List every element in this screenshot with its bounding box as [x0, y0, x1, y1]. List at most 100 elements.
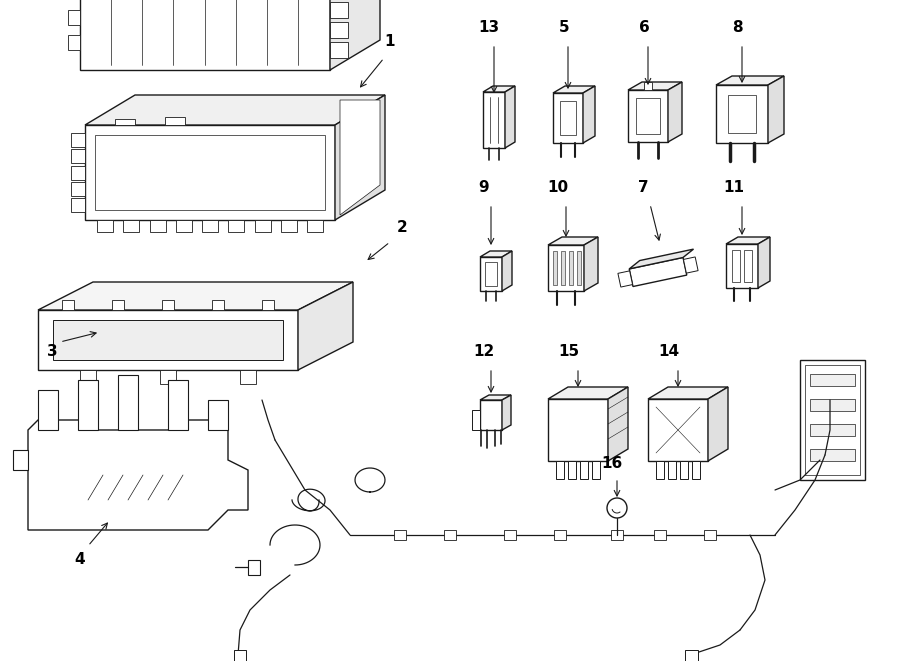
Polygon shape	[71, 182, 85, 196]
Polygon shape	[281, 220, 297, 232]
Polygon shape	[668, 461, 676, 479]
Polygon shape	[262, 300, 274, 310]
Polygon shape	[680, 461, 688, 479]
Polygon shape	[628, 90, 668, 142]
Polygon shape	[80, 370, 96, 384]
Polygon shape	[68, 35, 80, 50]
Text: 1: 1	[385, 34, 395, 50]
Polygon shape	[208, 400, 228, 430]
Polygon shape	[71, 149, 85, 163]
Polygon shape	[580, 461, 588, 479]
Polygon shape	[716, 76, 784, 85]
Polygon shape	[234, 650, 246, 661]
Polygon shape	[800, 360, 865, 480]
Polygon shape	[744, 250, 752, 282]
Polygon shape	[726, 244, 758, 288]
Polygon shape	[212, 300, 224, 310]
Polygon shape	[13, 450, 28, 470]
Polygon shape	[485, 262, 497, 286]
Polygon shape	[583, 86, 595, 143]
Text: 11: 11	[724, 180, 744, 196]
Polygon shape	[97, 220, 113, 232]
Polygon shape	[561, 251, 565, 285]
Polygon shape	[584, 237, 598, 291]
Polygon shape	[71, 198, 85, 212]
Polygon shape	[330, 0, 380, 70]
Text: 7: 7	[638, 180, 648, 196]
Polygon shape	[668, 82, 682, 142]
Text: 5: 5	[559, 20, 570, 36]
Polygon shape	[810, 424, 855, 436]
Polygon shape	[112, 300, 124, 310]
Polygon shape	[298, 282, 353, 370]
Circle shape	[607, 498, 627, 518]
Polygon shape	[168, 380, 188, 430]
Polygon shape	[330, 22, 348, 38]
Polygon shape	[62, 300, 74, 310]
Polygon shape	[38, 390, 58, 430]
Polygon shape	[644, 82, 652, 90]
Polygon shape	[648, 387, 728, 399]
Polygon shape	[38, 282, 353, 310]
Polygon shape	[732, 250, 740, 282]
Polygon shape	[394, 530, 406, 540]
Polygon shape	[805, 365, 860, 475]
Polygon shape	[554, 530, 566, 540]
Polygon shape	[176, 220, 192, 232]
Polygon shape	[483, 92, 505, 148]
Polygon shape	[480, 251, 512, 257]
Polygon shape	[330, 42, 348, 58]
Polygon shape	[240, 370, 256, 384]
Polygon shape	[71, 165, 85, 180]
Polygon shape	[611, 530, 623, 540]
Polygon shape	[229, 220, 244, 232]
Polygon shape	[768, 76, 784, 143]
Polygon shape	[569, 251, 573, 285]
Polygon shape	[708, 387, 728, 461]
Text: 2: 2	[397, 221, 408, 235]
Polygon shape	[335, 95, 385, 220]
Polygon shape	[53, 320, 283, 360]
Polygon shape	[608, 387, 628, 461]
Polygon shape	[685, 650, 698, 661]
Polygon shape	[810, 449, 855, 461]
Polygon shape	[480, 257, 502, 291]
Polygon shape	[80, 0, 330, 70]
Polygon shape	[248, 560, 260, 575]
Polygon shape	[255, 220, 271, 232]
Polygon shape	[716, 85, 768, 143]
Text: 4: 4	[75, 553, 86, 568]
Polygon shape	[480, 400, 502, 430]
Polygon shape	[618, 271, 633, 287]
Polygon shape	[592, 461, 600, 479]
Text: 3: 3	[47, 344, 58, 360]
Polygon shape	[548, 245, 584, 291]
Polygon shape	[577, 251, 581, 285]
Polygon shape	[628, 82, 682, 90]
Polygon shape	[307, 220, 323, 232]
Polygon shape	[472, 410, 480, 430]
Polygon shape	[160, 370, 176, 384]
Polygon shape	[505, 86, 515, 148]
Polygon shape	[648, 399, 708, 461]
Polygon shape	[78, 380, 98, 430]
Polygon shape	[553, 93, 583, 143]
Text: 12: 12	[473, 344, 495, 360]
Text: 14: 14	[659, 344, 680, 360]
Polygon shape	[480, 395, 511, 400]
Polygon shape	[636, 98, 660, 134]
Polygon shape	[202, 220, 218, 232]
Polygon shape	[28, 420, 248, 530]
Polygon shape	[149, 220, 166, 232]
Polygon shape	[548, 237, 598, 245]
Polygon shape	[553, 86, 595, 93]
Polygon shape	[165, 117, 185, 125]
Polygon shape	[483, 86, 515, 92]
Polygon shape	[118, 375, 138, 430]
Text: 6: 6	[639, 20, 650, 36]
Polygon shape	[162, 300, 174, 310]
Polygon shape	[758, 237, 770, 288]
Polygon shape	[683, 257, 698, 273]
Polygon shape	[340, 100, 380, 215]
Polygon shape	[810, 399, 855, 411]
